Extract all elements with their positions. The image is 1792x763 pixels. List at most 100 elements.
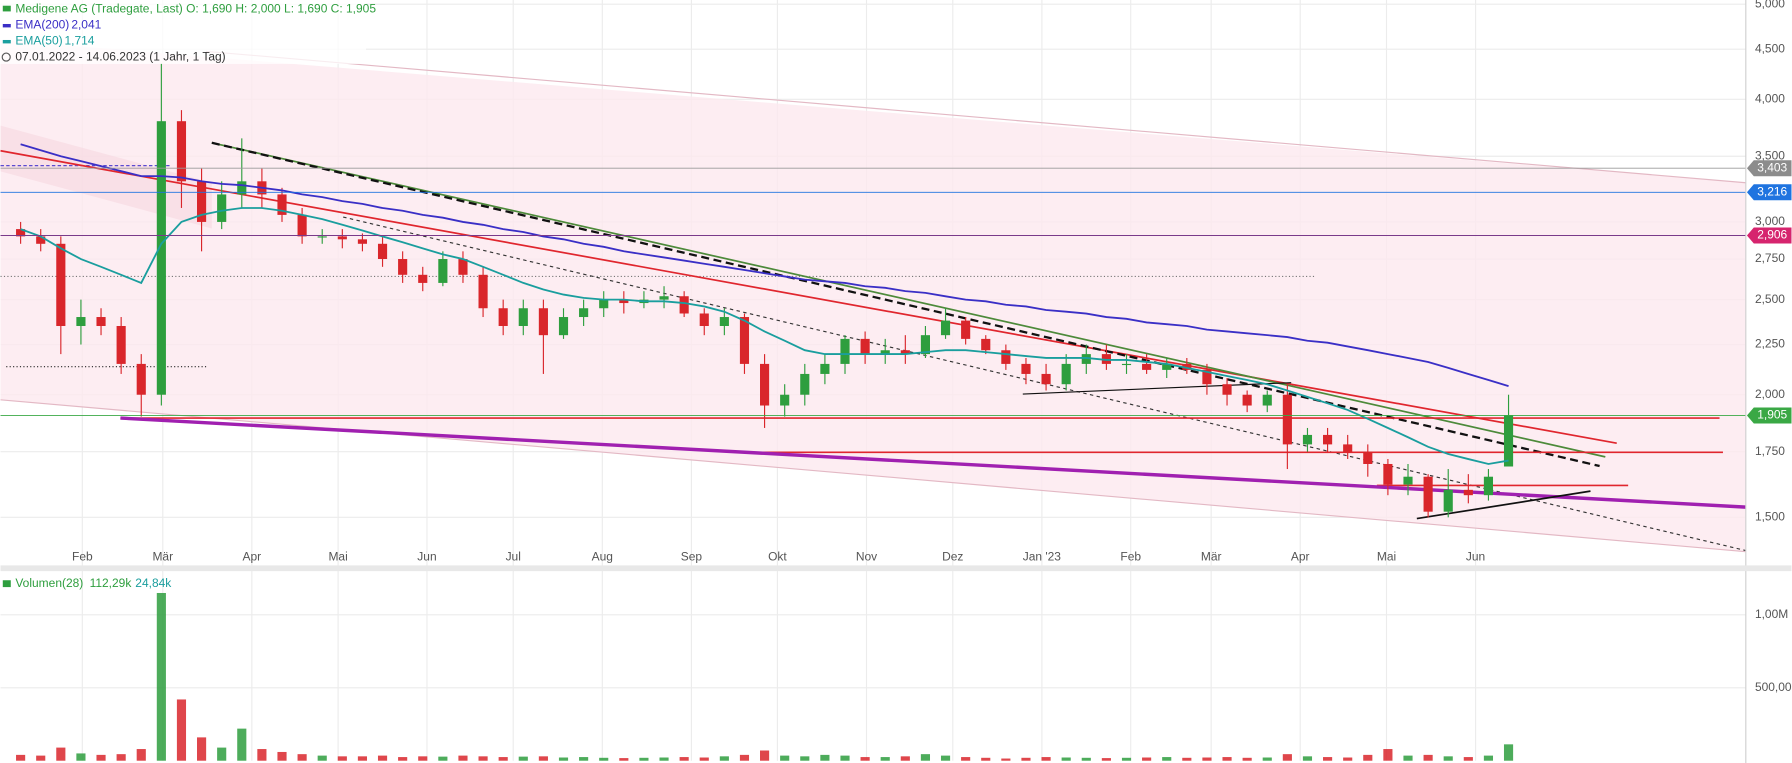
volume-bar xyxy=(940,755,951,761)
volume-bar xyxy=(719,756,729,761)
volume-bar xyxy=(96,754,106,761)
date-range: 07.01.2022 - 14.06.2023 (1 Jahr, 1 Tag) xyxy=(15,49,225,63)
x-tick-label: Apr xyxy=(1291,550,1310,564)
y-tick-label: 5,000 xyxy=(1755,0,1785,10)
volume-bar xyxy=(961,757,971,761)
legend-icon xyxy=(2,23,11,28)
volume-legend: Volumen(28) xyxy=(15,576,83,590)
volume-bar xyxy=(197,737,207,761)
legend-bg xyxy=(0,0,367,64)
price-tag-label: 1,905 xyxy=(1757,408,1787,422)
candle-body xyxy=(1503,415,1514,467)
volume-bar xyxy=(458,755,468,761)
candle-body xyxy=(237,181,247,195)
volume-bar xyxy=(257,749,267,761)
volume-bar xyxy=(116,754,126,761)
candle-body xyxy=(337,236,347,240)
volume-bar xyxy=(16,754,26,761)
candle-body xyxy=(1162,363,1172,370)
legend-icon xyxy=(2,39,11,44)
x-tick-label: Okt xyxy=(768,550,787,564)
candle-body xyxy=(1202,369,1212,385)
volume-bar xyxy=(1262,757,1272,761)
candle-body xyxy=(860,338,870,355)
volume-bar xyxy=(760,750,770,761)
y-tick-label: 4,000 xyxy=(1755,92,1785,106)
volume-bar xyxy=(317,755,327,761)
candle-body xyxy=(1343,444,1353,452)
volume-bar xyxy=(1302,756,1313,761)
candle-body xyxy=(599,299,609,309)
x-tick-label: Apr xyxy=(243,550,262,564)
candle-body xyxy=(739,317,750,364)
volume-bar xyxy=(1423,754,1433,761)
candle-body xyxy=(840,338,850,364)
candle-body xyxy=(981,338,991,351)
candle-body xyxy=(277,194,287,215)
volume-bar xyxy=(880,757,890,761)
candle-body xyxy=(619,299,629,304)
volume-bar xyxy=(1363,754,1373,761)
volume-bar xyxy=(1242,757,1252,761)
candle-body xyxy=(96,317,106,327)
volume-bar xyxy=(1061,757,1071,761)
volume-bar xyxy=(277,751,287,761)
candle-body xyxy=(317,236,327,238)
candle-body xyxy=(1262,394,1272,406)
y-tick-label: 4,500 xyxy=(1755,41,1785,55)
clock-icon xyxy=(1,52,11,62)
x-tick-label: Jun xyxy=(417,550,436,564)
volume-bar xyxy=(619,758,629,761)
channel-top xyxy=(206,50,1746,184)
volume-bar xyxy=(337,756,347,761)
volume-bar xyxy=(237,728,247,761)
candle-body xyxy=(418,274,428,283)
volume-bar xyxy=(36,755,46,761)
candle-body xyxy=(1403,476,1413,485)
candle-body xyxy=(679,296,689,314)
price-tag-label: 3,216 xyxy=(1757,184,1787,198)
volume-legend-value: 112,29k xyxy=(90,576,133,590)
volume-bar xyxy=(1202,757,1212,761)
candle-body xyxy=(1222,384,1232,395)
trendline xyxy=(0,149,1617,445)
y-tick-label: 2,500 xyxy=(1755,292,1785,306)
volume-bar xyxy=(820,754,830,761)
y-tick-label: 2,250 xyxy=(1755,337,1785,351)
x-tick-label: Aug xyxy=(592,550,613,564)
trendline xyxy=(1416,490,1591,520)
volume-bar xyxy=(1503,744,1514,761)
candle-body xyxy=(1041,373,1051,385)
price-tag xyxy=(1746,184,1792,201)
candle-body xyxy=(1001,350,1011,364)
volume-bar xyxy=(538,756,548,761)
x-tick-label: Mai xyxy=(328,550,347,564)
volume-bar xyxy=(1323,757,1333,761)
candle-body xyxy=(518,308,528,327)
legend-value: 1,714 xyxy=(64,33,94,47)
y-tick-label: 3,500 xyxy=(1755,148,1785,162)
candle-body xyxy=(1182,363,1192,370)
ema-line xyxy=(20,143,1509,387)
volume-bar xyxy=(1081,757,1091,761)
volume-bar xyxy=(920,754,931,761)
candle-body xyxy=(538,308,548,336)
x-tick-label: Mai xyxy=(1377,550,1396,564)
volume-bar xyxy=(558,757,569,761)
volume-bar xyxy=(599,757,609,761)
x-tick-label: Jul xyxy=(506,550,521,564)
volume-bar xyxy=(659,757,669,761)
candle-body xyxy=(116,326,126,364)
trendline xyxy=(120,416,1746,509)
channel-bottom xyxy=(0,399,1746,553)
price-tag xyxy=(1746,160,1792,177)
legend-title: Medigene AG (Tradegate, Last) O: 1,690 H… xyxy=(15,1,376,15)
candle-body xyxy=(458,259,468,275)
x-tick-label: Sep xyxy=(681,550,703,564)
candle-body xyxy=(156,121,166,395)
candle-body xyxy=(16,229,26,237)
legend-entry: EMA(50) xyxy=(15,33,62,47)
volume-bar xyxy=(1101,758,1111,761)
